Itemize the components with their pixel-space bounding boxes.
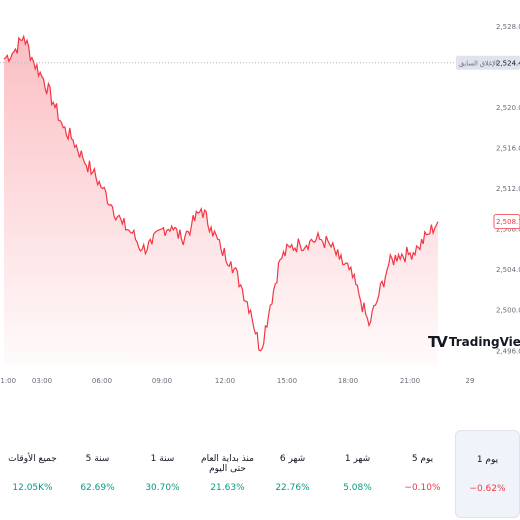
- price-chart[interactable]: 2,528.002,524.002,520.002,516.002,512.00…: [0, 0, 520, 392]
- period-change: 5.08%: [343, 483, 372, 493]
- tradingview-wordmark: TradingView: [448, 335, 520, 349]
- y-tick-label: 2,496.00: [496, 347, 520, 355]
- period-label: 5 سنة: [85, 454, 110, 464]
- price-area-fill: [4, 36, 438, 367]
- x-tick-label: 03:00: [32, 377, 52, 385]
- x-tick-label: 01:00: [0, 377, 16, 385]
- x-tick-label: 15:00: [277, 377, 297, 385]
- period-change: −0.10%: [404, 483, 441, 493]
- tradingview-watermark: TV TradingView: [428, 333, 520, 351]
- period-selector: جميع الأوقات 12.05K% 5 سنة 62.69% 1 سنة …: [0, 430, 520, 520]
- y-tick-label: 2,508.00: [496, 226, 520, 234]
- period-ytd[interactable]: منذ بداية العام حتى اليوم 21.63%: [195, 430, 260, 518]
- y-tick-label: 2,500.00: [496, 307, 520, 315]
- period-1-year[interactable]: 1 سنة 30.70%: [130, 430, 195, 518]
- period-label: جميع الأوقات: [8, 454, 57, 464]
- prev-close-value: 2,524.40: [496, 59, 520, 67]
- period-1-day[interactable]: 1 يوم −0.62%: [455, 430, 520, 518]
- chart-svg[interactable]: 2,528.002,524.002,520.002,516.002,512.00…: [0, 0, 520, 392]
- period-change: 30.70%: [145, 483, 180, 493]
- period-change: 62.69%: [80, 483, 115, 493]
- price-line: [3, 34, 439, 352]
- x-tick-label: 06:00: [92, 377, 112, 385]
- y-tick-label: 2,512.00: [496, 185, 520, 193]
- period-label: 6 شهر: [279, 454, 306, 464]
- period-6-months[interactable]: 6 شهر 22.76%: [260, 430, 325, 518]
- y-tick-label: 2,528.00: [496, 23, 520, 31]
- x-tick-label: 12:00: [215, 377, 235, 385]
- period-change: 21.63%: [210, 483, 245, 493]
- tradingview-logo-icon: TV: [428, 333, 448, 351]
- x-tick-label: 18:00: [338, 377, 358, 385]
- period-5-years[interactable]: 5 سنة 62.69%: [65, 430, 130, 518]
- period-change: 22.76%: [275, 483, 310, 493]
- x-tick-label: 09:00: [152, 377, 172, 385]
- x-tick-label: 21:00: [400, 377, 420, 385]
- y-tick-label: 2,520.00: [496, 104, 520, 112]
- last-price-value: 2,508.74: [496, 218, 520, 226]
- period-change: −0.62%: [469, 484, 506, 494]
- period-label: 1 يوم: [476, 455, 499, 465]
- y-tick-label: 2,516.00: [496, 144, 520, 152]
- period-label: 1 شهر: [344, 454, 371, 464]
- period-label: 1 سنة: [150, 454, 175, 464]
- period-1-month[interactable]: 1 شهر 5.08%: [325, 430, 390, 518]
- prev-close-caption: الإغلاق السابق: [459, 59, 498, 67]
- period-label: منذ بداية العام حتى اليوم: [201, 454, 254, 474]
- x-tick-label: 29: [466, 377, 475, 385]
- y-tick-label: 2,504.00: [496, 266, 520, 274]
- period-label: 5 يوم: [411, 454, 434, 464]
- period-5-days[interactable]: 5 يوم −0.10%: [390, 430, 455, 518]
- period-all-time[interactable]: جميع الأوقات 12.05K%: [0, 430, 65, 518]
- period-change: 12.05K%: [12, 483, 53, 493]
- last-price-badge: [493, 214, 520, 229]
